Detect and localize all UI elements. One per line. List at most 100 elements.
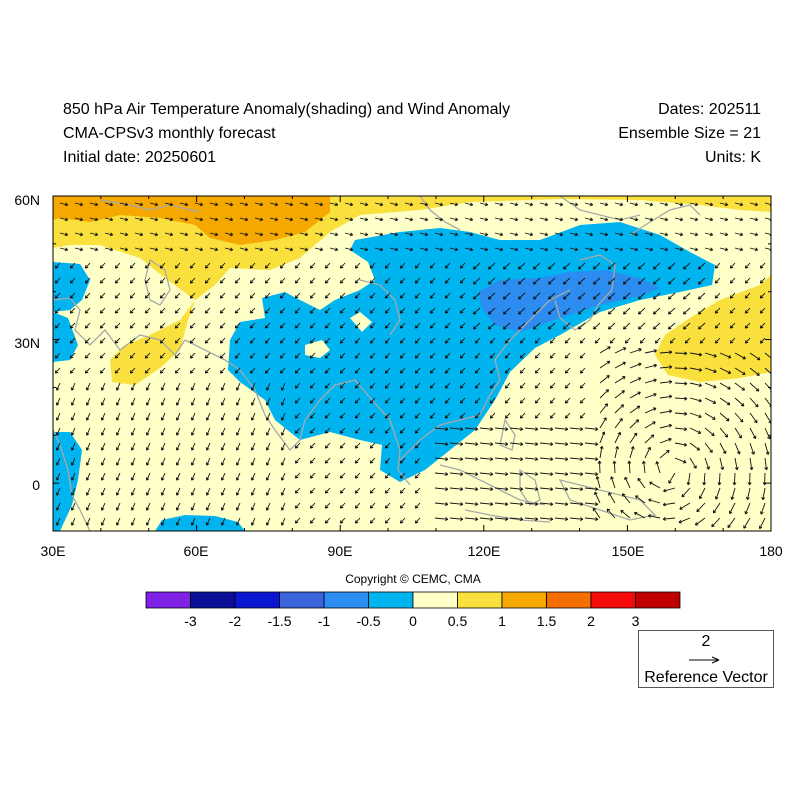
wind-arrow	[144, 307, 151, 314]
wind-arrow	[614, 376, 626, 384]
wind-arrow	[359, 202, 369, 207]
wind-arrow	[399, 337, 406, 344]
wind-arrow	[70, 427, 76, 436]
wind-arrow	[265, 442, 271, 451]
wind-arrow	[164, 247, 174, 252]
wind-arrow	[129, 367, 136, 374]
wind-arrow	[149, 202, 159, 207]
wind-arrow	[449, 517, 464, 522]
wind-arrow	[674, 247, 684, 252]
wind-arrow	[235, 517, 241, 526]
wind-arrow	[429, 322, 436, 329]
wind-arrow	[592, 292, 601, 300]
wind-arrow	[130, 517, 136, 526]
wind-arrow	[205, 457, 211, 466]
wind-arrow	[659, 232, 669, 237]
wind-arrow	[115, 412, 121, 421]
wind-arrow	[504, 397, 511, 404]
wind-arrow	[564, 367, 571, 374]
wind-arrow	[474, 367, 481, 374]
wind-arrow	[55, 472, 61, 481]
wind-arrow	[652, 307, 661, 315]
wind-arrow	[539, 442, 554, 447]
wind-arrow	[622, 262, 631, 270]
wind-arrow	[179, 202, 189, 207]
wind-arrow	[175, 427, 181, 436]
colorbar	[145, 591, 681, 609]
wind-arrow	[264, 307, 271, 314]
wind-arrow	[280, 442, 286, 451]
wind-arrow	[309, 277, 316, 284]
wind-arrow	[474, 382, 481, 389]
wind-arrow	[354, 337, 361, 344]
wind-arrow	[734, 232, 744, 237]
wind-arrow	[235, 472, 241, 481]
wind-arrow	[414, 277, 421, 284]
wind-arrow	[249, 322, 256, 329]
copyright-text: Copyright © CEMC, CMA	[345, 572, 481, 586]
wind-arrow	[519, 397, 526, 404]
wind-arrow	[309, 367, 316, 374]
wind-arrow	[160, 382, 166, 391]
wind-arrow	[562, 277, 571, 285]
wind-arrow	[194, 202, 204, 207]
wind-arrow	[539, 517, 554, 522]
wind-arrow	[194, 247, 204, 252]
warm-region-pacific	[655, 275, 771, 382]
wind-arrow	[130, 442, 136, 451]
wind-arrow	[764, 457, 769, 471]
wind-arrow	[70, 412, 76, 421]
wind-arrow	[294, 382, 301, 389]
wind-arrow	[250, 457, 256, 466]
colorbar-swatch	[546, 591, 592, 609]
wind-arrow	[494, 232, 504, 237]
wind-arrow	[265, 457, 271, 466]
wind-arrow	[399, 262, 406, 269]
wind-arrow	[235, 487, 241, 496]
wind-arrow	[294, 487, 301, 494]
wind-arrow	[239, 217, 249, 222]
wind-arrow	[179, 232, 189, 237]
wind-arrow	[69, 352, 76, 359]
wind-arrow	[644, 446, 651, 459]
wind-arrow	[205, 412, 211, 421]
wind-arrow	[489, 382, 496, 389]
wind-arrow	[577, 292, 586, 300]
wind-arrow	[704, 217, 714, 222]
wind-arrow	[324, 442, 331, 449]
wind-arrow	[489, 397, 496, 404]
wind-arrow	[532, 277, 541, 285]
wind-arrow	[614, 431, 621, 444]
wind-arrow	[464, 217, 474, 222]
wind-arrow	[175, 472, 181, 481]
wind-arrow	[539, 472, 554, 477]
wind-arrow	[100, 382, 106, 391]
wind-arrow	[414, 427, 421, 434]
wind-arrow	[299, 202, 309, 207]
wind-arrow	[174, 367, 181, 374]
wind-arrow	[579, 412, 586, 419]
wind-arrow	[144, 322, 151, 329]
wind-arrow	[719, 382, 731, 390]
wind-arrow	[190, 427, 196, 436]
wind-arrow	[622, 307, 631, 315]
wind-arrow	[209, 247, 219, 252]
wind-arrow	[374, 217, 384, 222]
wind-arrow	[339, 517, 346, 524]
wind-arrow	[190, 517, 196, 526]
wind-arrow	[224, 202, 234, 207]
wind-arrow	[399, 442, 406, 449]
wind-arrow	[464, 487, 479, 492]
wind-arrow	[519, 352, 526, 359]
wind-arrow	[607, 292, 616, 300]
wind-arrow	[547, 322, 556, 330]
wind-arrow	[55, 502, 61, 511]
wind-arrow	[629, 432, 638, 444]
wind-arrow	[464, 232, 474, 237]
wind-arrow	[694, 517, 706, 526]
wind-arrow	[674, 396, 688, 401]
wind-arrow	[204, 367, 211, 374]
wind-arrow	[84, 352, 91, 359]
wind-arrow	[479, 217, 489, 222]
wind-arrow	[100, 472, 106, 481]
